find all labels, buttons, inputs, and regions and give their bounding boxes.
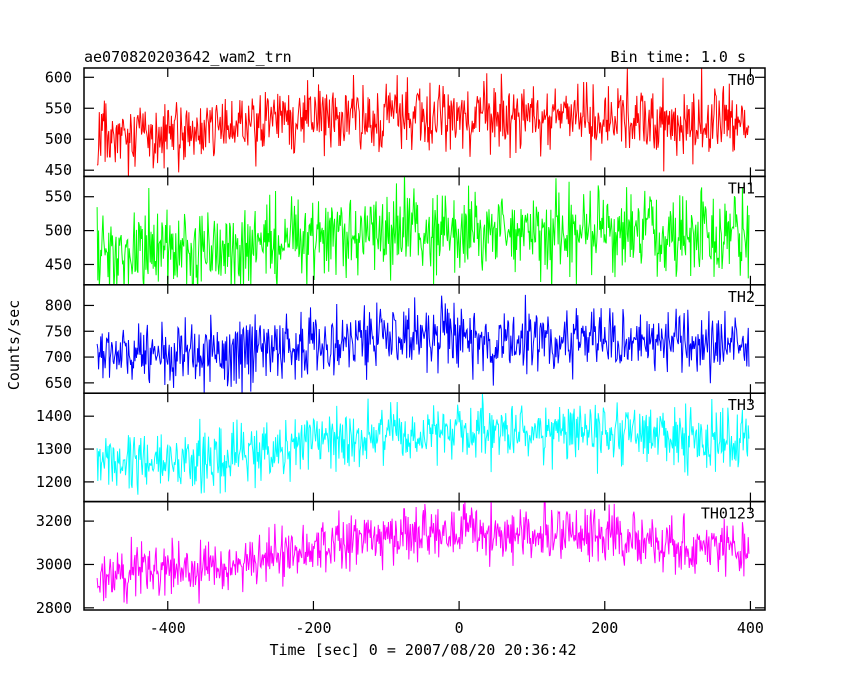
x-tick-label: -200 — [295, 619, 331, 637]
bin-time-label: Bin time: 1.0 s — [611, 48, 746, 66]
series-line-th2 — [96, 294, 750, 394]
panel-label: TH2 — [728, 288, 755, 306]
y-tick-label: 3200 — [36, 512, 72, 530]
y-tick-label: 700 — [45, 348, 72, 366]
y-tick-label: 550 — [45, 188, 72, 206]
x-tick-label: 400 — [737, 619, 764, 637]
y-tick-label: 1400 — [36, 407, 72, 425]
y-tick-label: 1200 — [36, 473, 72, 491]
y-tick-label: 3000 — [36, 555, 72, 573]
y-tick-label: 750 — [45, 322, 72, 340]
y-tick-label: 800 — [45, 296, 72, 314]
panel-label: TH0123 — [701, 505, 755, 523]
y-tick-label: 650 — [45, 374, 72, 392]
y-tick-label: 1300 — [36, 440, 72, 458]
y-tick-label: 450 — [45, 255, 72, 273]
y-tick-label: 500 — [45, 130, 72, 148]
series-line-th0123 — [96, 501, 750, 604]
series-line-th0 — [96, 68, 750, 177]
y-axis-label: Counts/sec — [5, 300, 23, 390]
x-tick-label: -400 — [150, 619, 186, 637]
y-tick-label: 450 — [45, 161, 72, 179]
panel-frame — [83, 500, 766, 611]
y-tick-label: 500 — [45, 222, 72, 240]
chart-title: ae070820203642_wam2_trn — [84, 48, 292, 66]
y-tick-label: 550 — [45, 99, 72, 117]
x-axis-label: Time [sec] 0 = 2007/08/20 20:36:42 — [269, 641, 576, 659]
series-line-th3 — [96, 393, 750, 495]
panel-frame — [83, 392, 766, 503]
x-tick-label: 0 — [455, 619, 464, 637]
series-line-th1 — [96, 176, 750, 285]
y-tick-label: 2800 — [36, 599, 72, 617]
panels-group: 450 500 550 600 TH0 450 500 550 TH1 650 700 750 800 T… — [36, 67, 766, 637]
x-tick-label: 200 — [591, 619, 618, 637]
y-tick-label: 600 — [45, 68, 72, 86]
panel-label: TH0 — [728, 71, 755, 89]
panel-label: TH1 — [728, 179, 755, 197]
panel-label: TH3 — [728, 396, 755, 414]
